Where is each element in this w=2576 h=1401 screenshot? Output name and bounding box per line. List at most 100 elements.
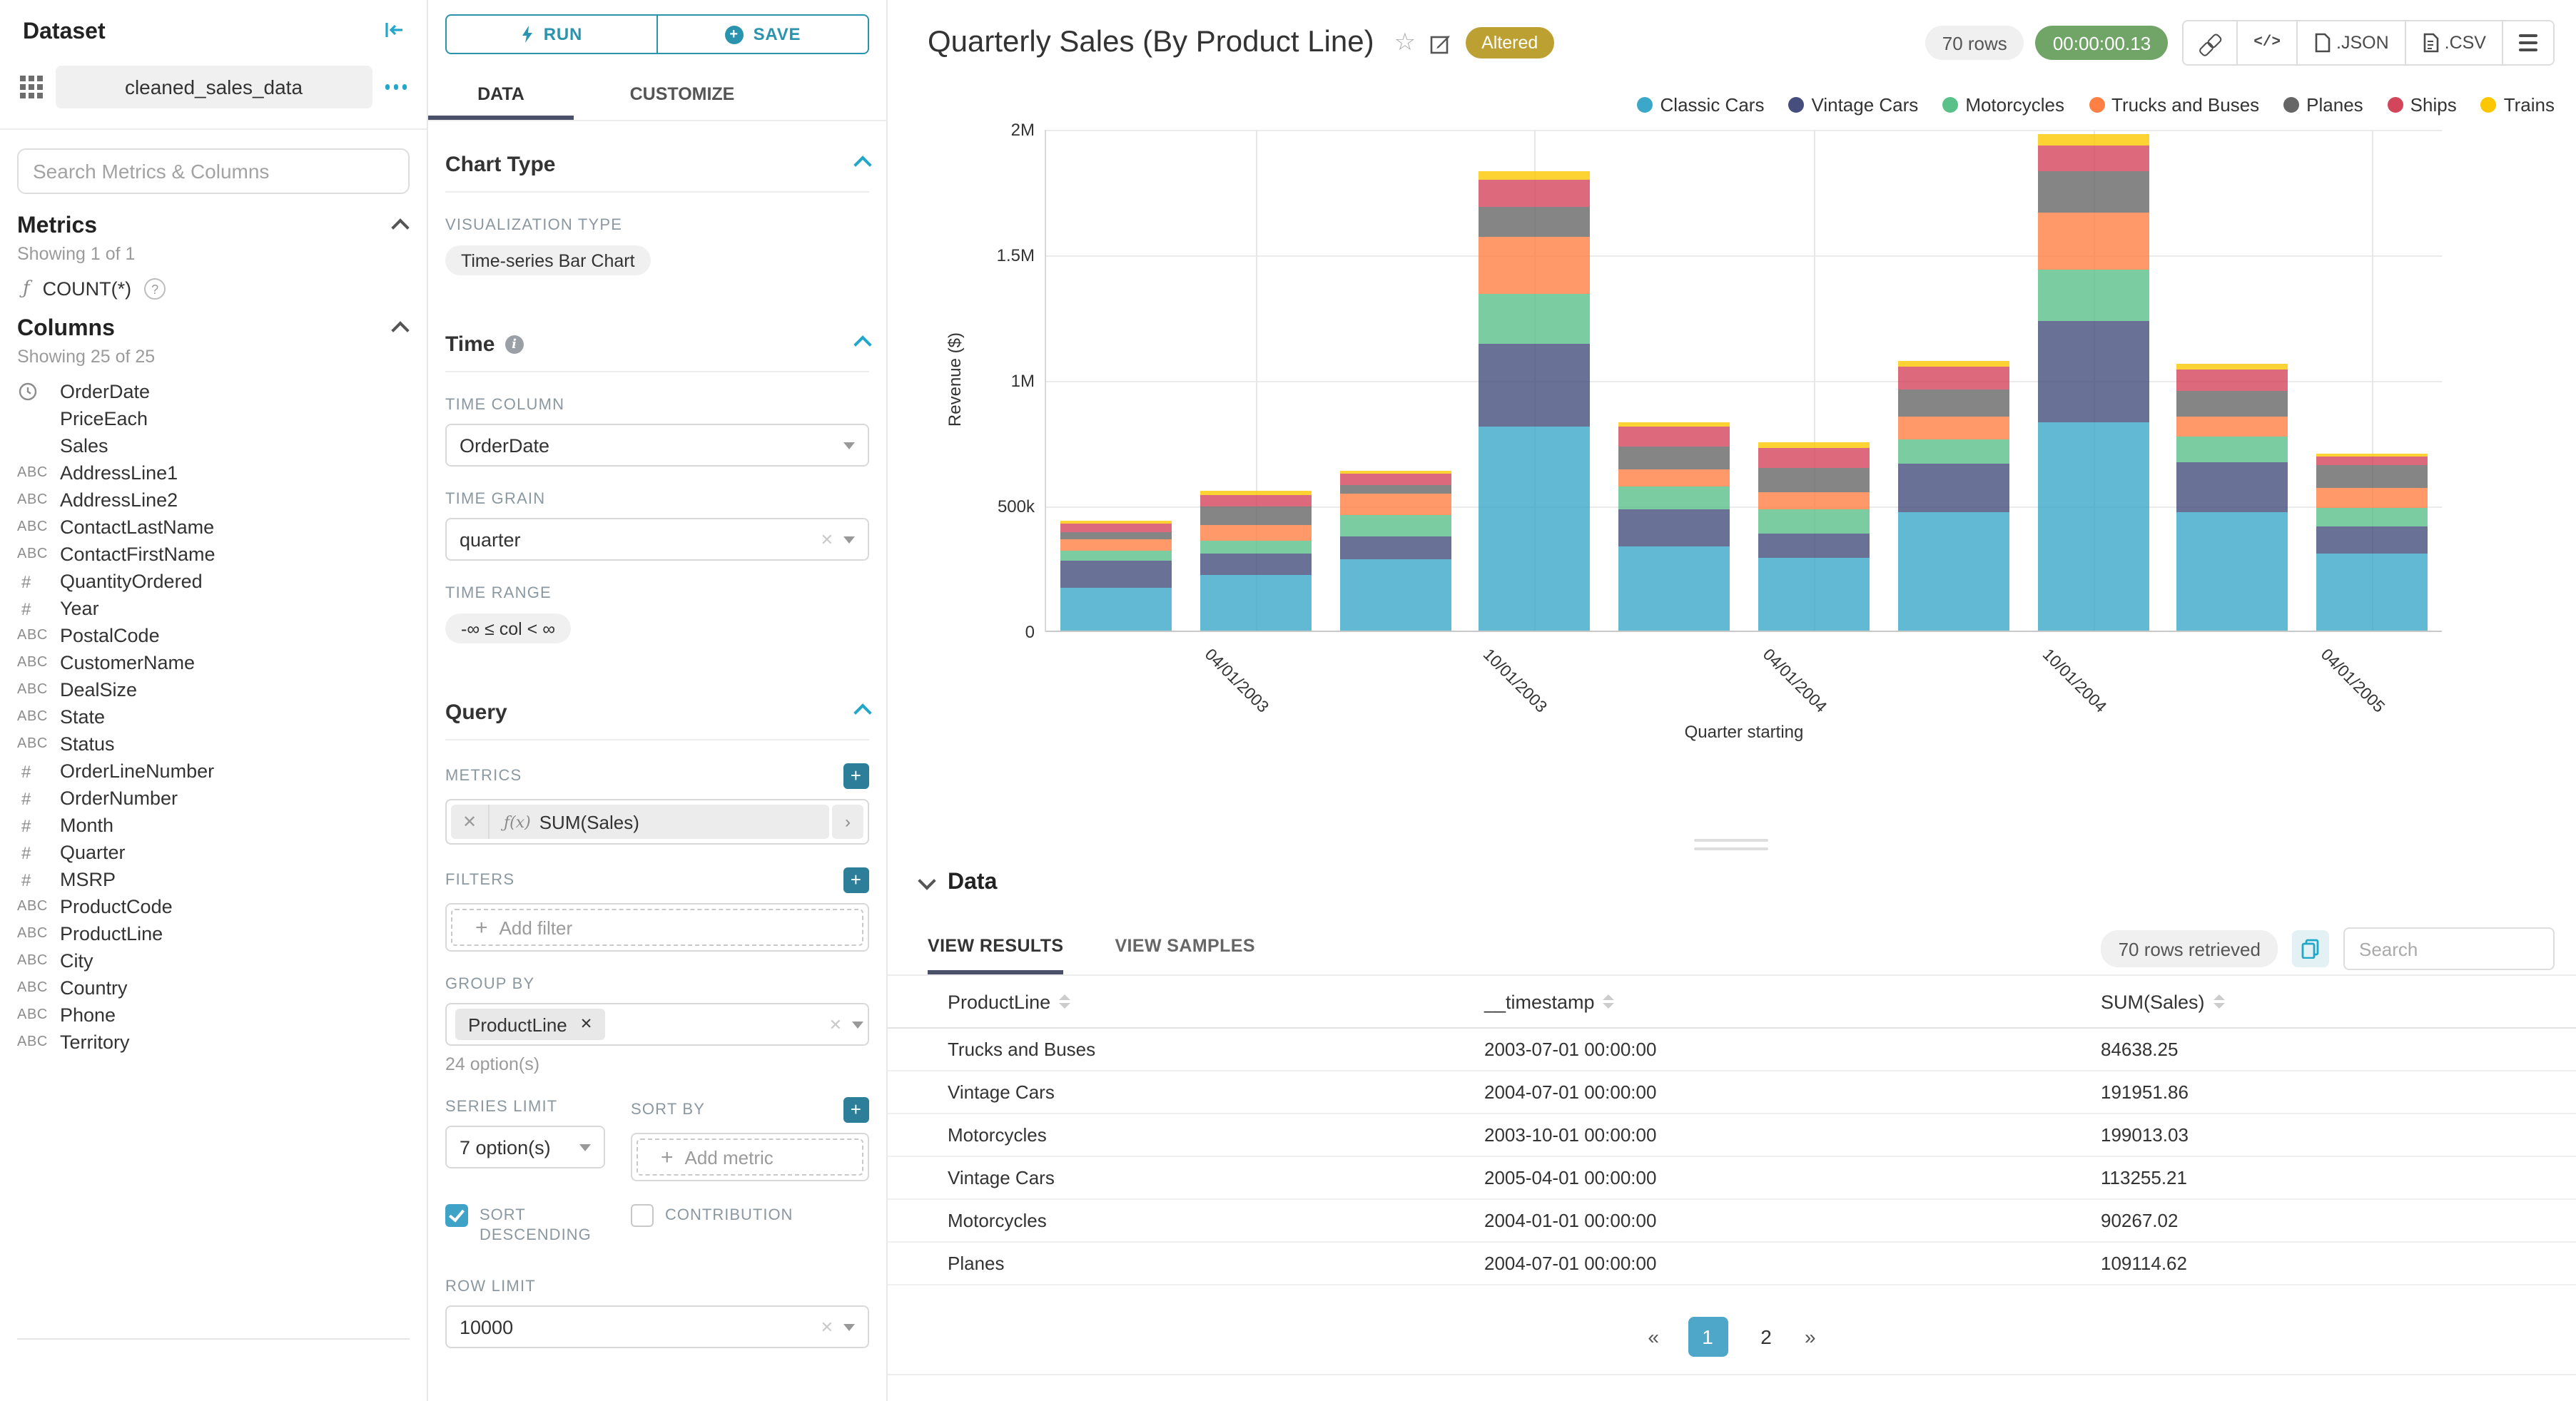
section-collapse-icon[interactable]	[853, 156, 872, 174]
column-item[interactable]: # QuantityOrdered	[0, 568, 427, 595]
bar-segment[interactable]	[2176, 511, 2288, 632]
bar-segment[interactable]	[1200, 553, 1312, 575]
collapse-panel-icon[interactable]	[384, 20, 404, 46]
bar-chart-plot[interactable]: 0 500k 1M 1.5M 2M 04/01/2003 10/01/2003 04/01/2…	[997, 120, 2442, 742]
table-column-header[interactable]: ProductLine	[948, 991, 1484, 1012]
add-sort-metric-dropzone[interactable]: + Add metric	[637, 1138, 863, 1176]
column-item[interactable]: ABC PostalCode	[0, 622, 427, 649]
bar-segment[interactable]	[2316, 456, 2428, 465]
add-filter-button[interactable]: +	[843, 867, 869, 893]
bar-segment[interactable]	[1339, 494, 1451, 516]
bar-segment[interactable]	[1618, 486, 1730, 510]
table-column-header[interactable]: __timestamp	[1484, 991, 2101, 1012]
remove-tag-icon[interactable]: ✕	[579, 1016, 593, 1033]
bar-segment[interactable]	[1060, 539, 1172, 551]
bar-segment[interactable]	[1200, 524, 1312, 541]
column-item[interactable]: ABC City	[0, 947, 427, 974]
bar-segment[interactable]	[2037, 320, 2149, 423]
clear-icon[interactable]: ✕	[828, 1017, 842, 1034]
tab-customize[interactable]: CUSTOMIZE	[629, 84, 735, 104]
bar-segment[interactable]	[1479, 180, 1591, 207]
column-item[interactable]: ABC ContactLastName	[0, 514, 427, 541]
table-row[interactable]: Motorcycles 2004-01-01 00:00:00 90267.02	[888, 1200, 2576, 1243]
clear-icon[interactable]: ✕	[820, 531, 833, 549]
bar-segment[interactable]	[2037, 171, 2149, 213]
group-by-tag[interactable]: ProductLine ✕	[455, 1009, 606, 1040]
export-json-button[interactable]: .JSON	[2296, 21, 2405, 64]
bar-segment[interactable]	[1339, 474, 1451, 486]
bar-segment[interactable]	[1897, 439, 2009, 464]
bar-segment[interactable]	[1618, 509, 1730, 547]
bar-segment[interactable]	[2316, 453, 2428, 457]
legend-item[interactable]: Motorcycles	[1942, 94, 2064, 116]
bar-segment[interactable]	[1339, 559, 1451, 632]
series-limit-select[interactable]: 7 option(s)	[445, 1126, 605, 1168]
export-csv-button[interactable]: .CSV	[2404, 21, 2502, 64]
table-row[interactable]: Vintage Cars 2005-04-01 00:00:00 113255.21	[888, 1157, 2576, 1200]
bar-segment[interactable]	[1758, 491, 1870, 510]
column-item[interactable]: PriceEach	[0, 405, 427, 432]
column-item[interactable]: OrderDate	[0, 378, 427, 405]
column-item[interactable]: ABC CustomerName	[0, 649, 427, 676]
bar-segment[interactable]	[2176, 370, 2288, 391]
column-item[interactable]: ABC ProductLine	[0, 920, 427, 947]
search-metrics-columns-input[interactable]	[17, 148, 410, 194]
group-by-control[interactable]: ProductLine ✕ ✕	[445, 1003, 869, 1046]
bar-segment[interactable]	[1200, 491, 1312, 495]
table-column-header[interactable]: SUM(Sales)	[2101, 991, 2576, 1012]
tab-view-samples[interactable]: VIEW SAMPLES	[1115, 936, 1255, 956]
column-item[interactable]: ABC ProductCode	[0, 893, 427, 920]
column-item[interactable]: ABC Country	[0, 974, 427, 1002]
bar-segment[interactable]	[2037, 145, 2149, 172]
bar-segment[interactable]	[2037, 269, 2149, 321]
bar-segment[interactable]	[1897, 463, 2009, 512]
table-row[interactable]: Planes 2004-07-01 00:00:00 109114.62	[888, 1243, 2576, 1285]
column-item[interactable]: # OrderLineNumber	[0, 758, 427, 785]
pagination-next[interactable]: »	[1805, 1325, 1816, 1348]
legend-item[interactable]: Vintage Cars	[1788, 94, 1918, 116]
info-icon[interactable]: i	[504, 335, 524, 354]
legend-item[interactable]: Planes	[2283, 94, 2363, 116]
column-item[interactable]: ABC ContactFirstName	[0, 541, 427, 568]
add-sort-metric-button[interactable]: +	[843, 1097, 869, 1123]
bar-segment[interactable]	[1897, 360, 2009, 367]
edit-properties-icon[interactable]	[1430, 32, 1451, 54]
metric-expand-icon[interactable]: ›	[832, 805, 863, 839]
column-item[interactable]: # Month	[0, 812, 427, 839]
copy-data-button[interactable]	[2292, 930, 2329, 967]
column-item[interactable]: ABC Phone	[0, 1002, 427, 1029]
bar-segment[interactable]	[2316, 508, 2428, 526]
run-button[interactable]: RUN	[445, 14, 658, 54]
dataset-menu-icon[interactable]	[385, 84, 407, 90]
bar-segment[interactable]	[2037, 422, 2149, 632]
bar-segment[interactable]	[1758, 509, 1870, 534]
legend-item[interactable]: Trains	[2480, 94, 2555, 116]
viz-type-value[interactable]: Time-series Bar Chart	[445, 245, 651, 275]
bar-segment[interactable]	[1060, 588, 1172, 632]
bar-segment[interactable]	[2176, 436, 2288, 463]
metric-pill[interactable]: ✕ ƒ(x) SUM(Sales)	[451, 805, 829, 839]
column-item[interactable]: ABC AddressLine1	[0, 459, 427, 486]
tab-data[interactable]: DATA	[428, 71, 574, 120]
column-item[interactable]: # OrderNumber	[0, 785, 427, 812]
bar-segment[interactable]	[2037, 213, 2149, 270]
bar-segment[interactable]	[1758, 557, 1870, 632]
row-limit-select[interactable]: 10000 ✕	[445, 1305, 869, 1348]
table-row[interactable]: Motorcycles 2003-10-01 00:00:00 199013.03	[888, 1114, 2576, 1157]
bar-segment[interactable]	[1200, 541, 1312, 554]
pagination-page-1[interactable]: 1	[1688, 1317, 1728, 1357]
bar-segment[interactable]	[2316, 526, 2428, 554]
bar-segment[interactable]	[1897, 511, 2009, 632]
contribution-checkbox[interactable]	[631, 1204, 654, 1227]
bar-segment[interactable]	[1618, 427, 1730, 447]
bar-segment[interactable]	[1060, 560, 1172, 589]
bar-segment[interactable]	[1618, 546, 1730, 632]
bar-segment[interactable]	[1200, 506, 1312, 525]
bar-segment[interactable]	[1758, 442, 1870, 448]
pagination-prev[interactable]: «	[1648, 1325, 1659, 1348]
help-icon[interactable]: ?	[144, 278, 166, 300]
bar-segment[interactable]	[2176, 416, 2288, 437]
dataset-name[interactable]: cleaned_sales_data	[56, 66, 372, 108]
save-button[interactable]: + SAVE	[656, 14, 869, 54]
column-item[interactable]: ABC Territory	[0, 1029, 427, 1056]
